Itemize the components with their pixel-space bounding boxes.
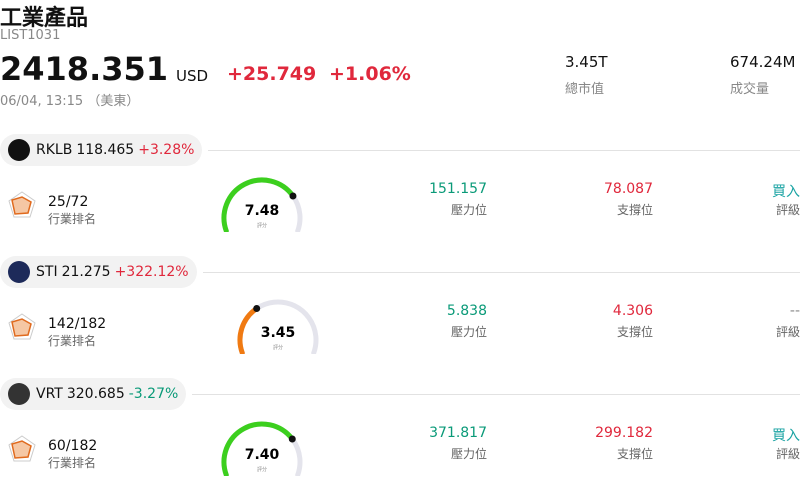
score-gauge: 3.45 評分 — [237, 299, 319, 354]
stat-label: 成交量 — [730, 82, 770, 97]
support: 299.182 — [595, 425, 653, 441]
rating: -- — [789, 303, 800, 319]
rating: 買入 — [772, 428, 800, 444]
rank-icon — [8, 313, 36, 340]
support: 78.087 — [604, 181, 653, 197]
score-gauge: 7.40 評分 — [221, 421, 303, 476]
icon-shape — [11, 196, 32, 215]
price: 118.465 — [76, 142, 135, 158]
gauge-value — [237, 306, 260, 354]
stock-logo — [8, 139, 30, 161]
rank-icon — [8, 191, 36, 218]
score: 3.45 — [261, 325, 296, 341]
rank-icon — [8, 435, 36, 462]
score: 7.40 — [245, 447, 280, 463]
score-gauge: 7.48 評分 — [221, 177, 303, 232]
gauge-dot — [289, 192, 297, 200]
divider — [192, 394, 800, 395]
price: 2418.351 — [0, 50, 169, 88]
support-label: 支撐位 — [616, 203, 653, 217]
score-label: 評分 — [257, 222, 267, 229]
rating-label: 評級 — [775, 203, 800, 217]
resistance-label: 壓力位 — [450, 325, 487, 339]
resistance: 371.817 — [429, 425, 487, 441]
stock-logo — [8, 383, 30, 405]
rank-label: 行業排名 — [48, 334, 97, 348]
stock-logo — [8, 261, 30, 283]
rating-label: 評級 — [775, 447, 800, 461]
gauge-value — [221, 421, 295, 476]
resistance: 151.157 — [429, 181, 487, 197]
currency: USD — [176, 67, 209, 85]
support-label: 支撐位 — [616, 447, 653, 461]
icon-shape — [11, 318, 32, 337]
stat-value: 3.45T — [565, 53, 608, 71]
support-label: 支撐位 — [616, 325, 653, 339]
stat-label: 總市值 — [565, 82, 605, 97]
ticker: RKLB — [36, 142, 73, 158]
gauge-dot — [288, 435, 296, 443]
stock-pill[interactable]: RKLB 118.465 +3.28% — [0, 134, 203, 166]
rank: 60/182 — [48, 438, 98, 454]
price: 320.685 — [66, 386, 125, 402]
time: 06/04, 13:15 （美東） — [0, 94, 140, 109]
divider — [208, 150, 800, 151]
score-label: 評分 — [257, 466, 267, 473]
score-label: 評分 — [273, 344, 283, 351]
rank: 142/182 — [48, 316, 107, 332]
code: LIST1031 — [0, 28, 61, 43]
divider — [203, 272, 800, 273]
change: -3.27% — [128, 386, 179, 402]
price: 21.275 — [61, 264, 111, 280]
title: 工業產品 — [0, 6, 89, 31]
rank-label: 行業排名 — [48, 456, 97, 470]
rating-label: 評級 — [775, 325, 800, 339]
resistance-label: 壓力位 — [450, 203, 487, 217]
rank: 25/72 — [48, 194, 89, 210]
gauge-value — [221, 177, 296, 232]
icon-shape — [11, 440, 32, 459]
score: 7.48 — [245, 203, 280, 219]
resistance: 5.838 — [446, 303, 487, 319]
gauge-dot — [253, 305, 261, 313]
support: 4.306 — [612, 303, 653, 319]
stock-pill[interactable]: STI 21.275 +322.12% — [0, 256, 197, 288]
ticker: STI — [36, 264, 58, 280]
ticker: VRT — [36, 386, 63, 402]
stat-value: 674.24M — [730, 53, 796, 71]
rank-label: 行業排名 — [48, 212, 97, 226]
resistance-label: 壓力位 — [450, 447, 487, 461]
change: +25.749 — [227, 63, 317, 85]
change-pct: +1.06% — [329, 63, 411, 85]
rating: 買入 — [772, 184, 800, 200]
stock-pill[interactable]: VRT 320.685 -3.27% — [0, 378, 187, 410]
change: +322.12% — [114, 264, 189, 280]
change: +3.28% — [138, 142, 195, 158]
